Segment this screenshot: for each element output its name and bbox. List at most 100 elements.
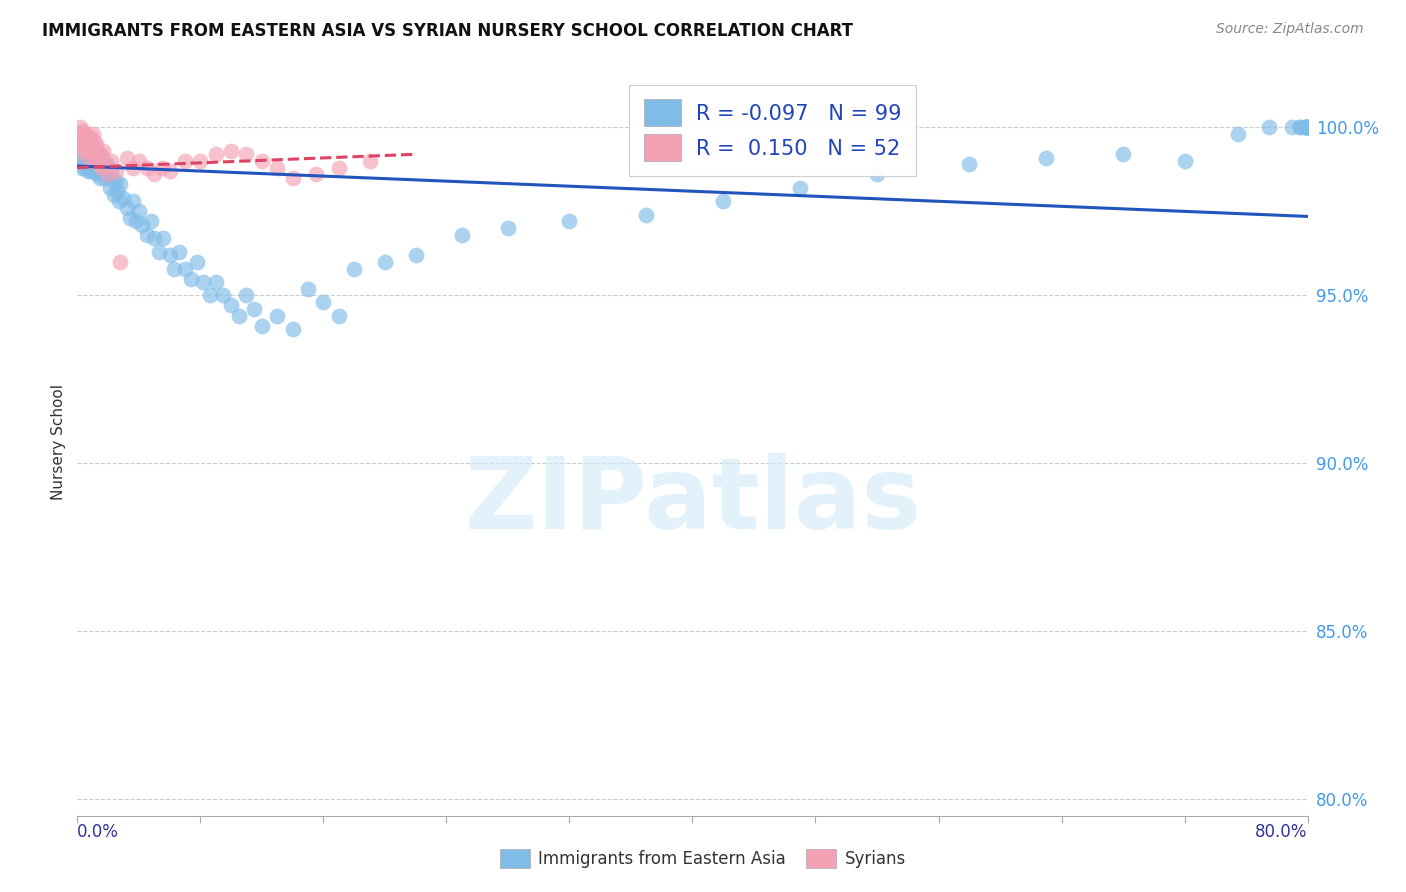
Point — [83, 134, 105, 148]
Point — [100, 153, 122, 168]
Point — [90, 161, 114, 175]
Point — [328, 309, 350, 323]
Point — [76, 144, 98, 158]
Point — [84, 161, 107, 175]
Point — [297, 282, 319, 296]
Point — [121, 194, 143, 209]
Point — [359, 153, 381, 168]
Point — [150, 161, 173, 175]
Point — [198, 288, 221, 302]
Point — [305, 168, 328, 182]
Text: IMMIGRANTS FROM EASTERN ASIA VS SYRIAN NURSERY SCHOOL CORRELATION CHART: IMMIGRANTS FROM EASTERN ASIA VS SYRIAN N… — [42, 22, 853, 40]
Text: Source: ZipAtlas.com: Source: ZipAtlas.com — [1216, 22, 1364, 37]
Point — [79, 130, 101, 145]
Point — [94, 170, 117, 185]
Point — [152, 231, 174, 245]
Point — [82, 127, 104, 141]
Point — [86, 168, 108, 182]
Point — [70, 134, 93, 148]
Point — [83, 147, 105, 161]
Point — [159, 164, 181, 178]
Point — [266, 309, 288, 323]
Point — [89, 157, 111, 171]
Point — [115, 201, 138, 215]
Point — [97, 168, 120, 182]
Point — [72, 151, 94, 165]
Point — [70, 144, 93, 158]
Point — [163, 261, 186, 276]
Point — [174, 261, 197, 276]
Point — [1035, 151, 1057, 165]
Point — [77, 151, 100, 165]
Point — [77, 164, 100, 178]
Point — [1296, 120, 1319, 135]
Point — [281, 322, 304, 336]
Point — [104, 164, 127, 178]
Point — [266, 161, 288, 175]
Point — [82, 144, 104, 158]
Point — [235, 288, 257, 302]
Point — [100, 164, 122, 178]
Point — [496, 221, 519, 235]
Point — [70, 127, 93, 141]
Point — [115, 151, 138, 165]
Point — [67, 144, 90, 158]
Point — [204, 147, 226, 161]
Point — [70, 161, 93, 175]
Point — [243, 301, 266, 316]
Point — [328, 161, 350, 175]
Point — [212, 288, 235, 302]
Point — [82, 140, 104, 154]
Point — [1281, 120, 1303, 135]
Point — [70, 130, 93, 145]
Point — [103, 187, 125, 202]
Point — [110, 178, 132, 192]
Point — [69, 134, 91, 148]
Point — [77, 137, 100, 152]
Point — [80, 137, 103, 152]
Point — [167, 244, 190, 259]
Point — [141, 214, 163, 228]
Point — [67, 137, 90, 152]
Point — [89, 170, 111, 185]
Point — [108, 194, 131, 209]
Point — [73, 140, 96, 154]
Point — [72, 124, 94, 138]
Point — [73, 130, 96, 145]
Point — [76, 140, 98, 154]
Point — [73, 127, 96, 141]
Point — [1174, 153, 1197, 168]
Point — [84, 144, 107, 158]
Point — [90, 151, 114, 165]
Point — [87, 157, 110, 171]
Point — [84, 153, 107, 168]
Point — [83, 164, 105, 178]
Point — [79, 157, 101, 171]
Point — [159, 248, 181, 262]
Point — [89, 147, 111, 161]
Point — [67, 127, 90, 141]
Point — [1295, 120, 1317, 135]
Point — [121, 161, 143, 175]
Point — [374, 254, 396, 268]
Point — [219, 298, 242, 312]
Point — [789, 181, 811, 195]
Point — [1294, 120, 1316, 135]
Point — [86, 151, 108, 165]
Point — [125, 214, 148, 228]
Point — [405, 248, 427, 262]
Point — [957, 157, 980, 171]
Point — [69, 153, 91, 168]
Point — [135, 227, 157, 242]
Point — [450, 227, 472, 242]
Point — [636, 208, 658, 222]
Point — [193, 275, 215, 289]
Y-axis label: Nursery School: Nursery School — [51, 384, 66, 500]
Point — [96, 157, 118, 171]
Point — [83, 151, 105, 165]
Point — [76, 153, 98, 168]
Point — [101, 174, 124, 188]
Point — [1258, 120, 1281, 135]
Point — [250, 318, 273, 333]
Point — [93, 144, 115, 158]
